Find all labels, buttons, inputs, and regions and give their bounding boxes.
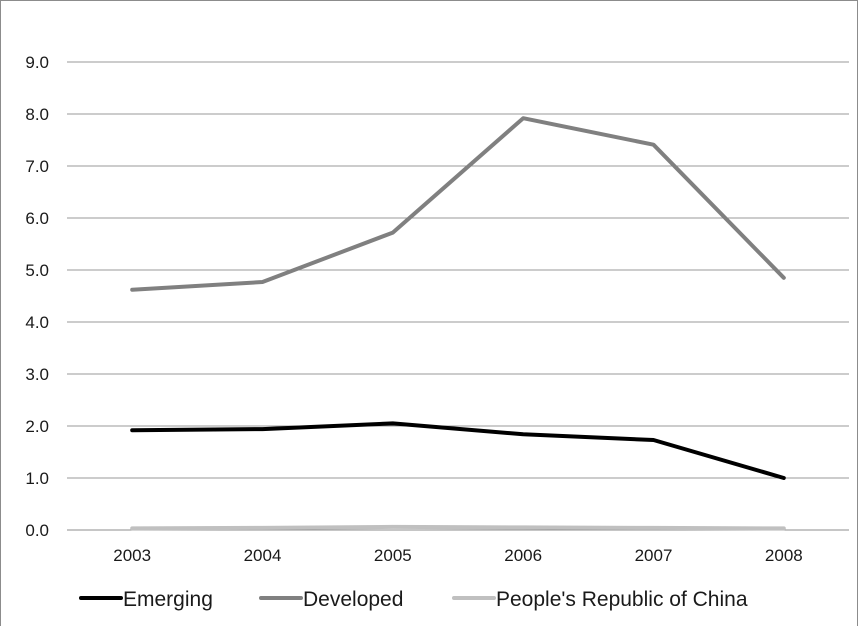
y-tick-label: 1.0 (25, 469, 49, 488)
series-line-people-s-republic-of-china (130, 524, 786, 531)
y-tick-label: 2.0 (25, 417, 49, 436)
x-tick-label: 2007 (635, 546, 673, 565)
y-tick-label: 6.0 (25, 209, 49, 228)
series-line-emerging (130, 421, 786, 480)
gridlines (67, 61, 849, 531)
x-axis-tick-labels: 2003 2004 2005 2006 2007 2008 (113, 546, 802, 565)
legend: Emerging Developed People's Republic of Ch… (79, 588, 748, 611)
x-tick-label: 2003 (113, 546, 151, 565)
y-tick-label: 3.0 (25, 365, 49, 384)
y-tick-label: 9.0 (25, 53, 49, 72)
y-tick-label: 7.0 (25, 157, 49, 176)
y-axis-tick-labels: 0.0 1.0 2.0 3.0 4.0 5.0 6.0 7.0 8.0 9.0 (25, 53, 49, 540)
legend-label: Emerging (123, 588, 213, 611)
x-tick-label: 2006 (504, 546, 542, 565)
y-tick-label: 0.0 (25, 521, 49, 540)
legend-label: Developed (303, 588, 403, 611)
x-tick-label: 2005 (374, 546, 412, 565)
y-tick-label: 8.0 (25, 105, 49, 124)
y-tick-label: 4.0 (25, 313, 49, 332)
x-tick-label: 2004 (244, 546, 282, 565)
series-lines (130, 116, 786, 531)
legend-label: People's Republic of China (496, 588, 748, 611)
y-tick-label: 5.0 (25, 261, 49, 280)
x-tick-label: 2008 (765, 546, 803, 565)
series-line-developed (130, 116, 786, 292)
